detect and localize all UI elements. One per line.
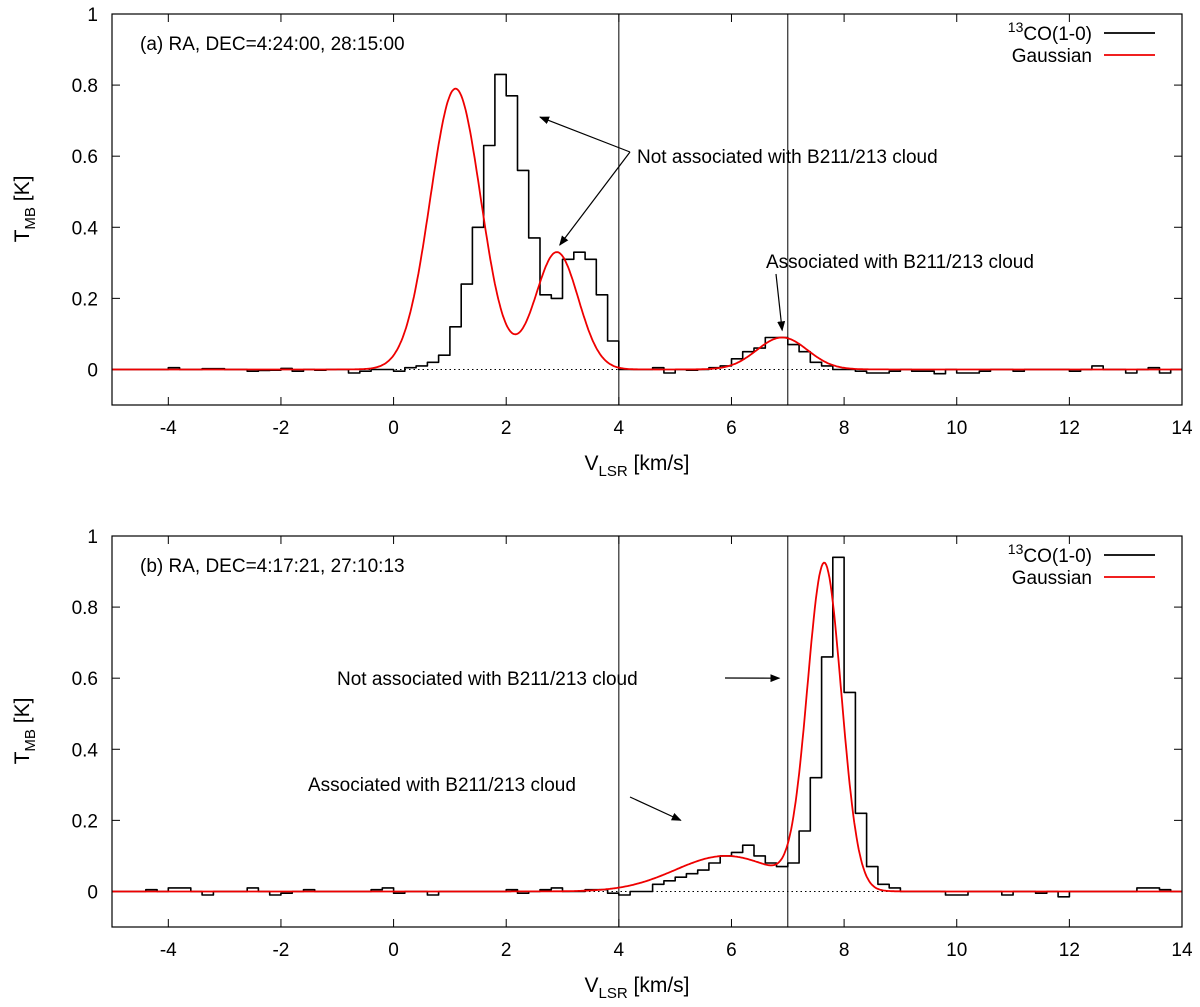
x-axis-title-unit: [km/s] [634,452,690,475]
series-gaussian-fit [112,561,1182,893]
x-tick-label: 0 [388,418,399,439]
x-tick-label: -2 [272,418,289,439]
y-axis-title-sub: MB [22,207,39,230]
y-tick-label: 0.8 [72,76,98,97]
x-tick-label: 4 [614,940,625,961]
annotation-text: Not associated with B211/213 cloud [637,147,938,168]
x-tick-label: 8 [839,940,850,961]
y-tick-label: 0.4 [72,740,99,761]
x-tick-label: 8 [839,418,850,439]
x-axis-title-sub: LSR [598,985,627,1002]
x-axis-title: VLSR [km/s] [584,974,689,1002]
x-tick-label: -4 [160,940,177,961]
y-axis-title: TMB [K] [11,176,39,243]
y-axis-title-unit: [K] [11,176,34,202]
legend-label: 13CO(1-0) [1008,541,1092,567]
y-tick-label: 0.2 [72,289,98,310]
annotation-text: Associated with B211/213 cloud [308,775,576,796]
y-tick-label: 0 [87,882,98,903]
y-tick-label: 1 [87,527,98,548]
y-axis-title-unit: [K] [11,698,34,724]
panel-label: (a) RA, DEC=4:24:00, 28:15:00 [140,34,405,55]
y-axis-title-sub: MB [22,729,39,752]
x-tick-label: 10 [946,418,967,439]
x-axis-title-main: V [584,974,598,997]
y-tick-label: 0.6 [72,669,98,690]
x-tick-label: 0 [388,940,399,961]
annotation-arrow [559,151,631,246]
legend-label: Gaussian [1012,46,1092,67]
x-tick-label: -2 [272,940,289,961]
x-tick-label: 2 [501,418,512,439]
x-tick-label: 12 [1059,418,1080,439]
x-tick-label: 6 [726,418,737,439]
x-tick-label: 2 [501,940,512,961]
panel-label: (b) RA, DEC=4:17:21, 27:10:13 [140,556,405,577]
x-tick-label: 10 [946,940,967,961]
plot-frame [111,13,1183,406]
legend-label: 13CO(1-0) [1008,19,1092,45]
annotation-arrow [775,273,786,332]
legend-label-text: CO(1-0) [1023,546,1092,567]
x-tick-label: -4 [160,418,177,439]
chart-panel-a: -4 -2 0 2 4 6 8 10 12 14 0 0.2 0.4 0.6 0.8 1 (a) RA, DEC… [11,5,1193,480]
annotation-text: Associated with B211/213 cloud [766,252,1034,273]
x-tick-label: 14 [1171,940,1193,961]
y-tick-label: 0.8 [72,598,98,619]
plot-frame [111,535,1183,928]
x-tick-label: 4 [614,418,625,439]
x-tick-label: 6 [726,940,737,961]
series-13co-step [112,73,1182,375]
x-axis-title-sub: LSR [598,463,627,480]
legend-superscript: 13 [1008,19,1024,35]
x-axis-title-unit: [km/s] [634,974,690,997]
y-tick-label: 0.6 [72,147,98,168]
legend-superscript: 13 [1008,541,1024,557]
y-tick-label: 0.4 [72,218,99,239]
legend-label-text: CO(1-0) [1023,24,1092,45]
series-gaussian-fit [112,87,1182,371]
y-tick-label: 0 [87,360,98,381]
series-13co-step [112,556,1182,898]
y-axis-title: TMB [K] [11,698,39,765]
legend-label: Gaussian [1012,568,1092,589]
annotation-text: Not associated with B211/213 cloud [337,669,638,690]
x-tick-label: 14 [1171,418,1193,439]
x-axis-title: VLSR [km/s] [584,452,689,480]
y-axis-title-main: T [11,229,34,242]
y-tick-label: 1 [87,5,98,26]
x-axis-title-main: V [584,452,598,475]
annotation-arrow [539,116,631,153]
annotation-arrow [629,796,682,821]
y-tick-label: 0.2 [72,811,98,832]
x-tick-label: 12 [1059,940,1080,961]
y-axis-title-main: T [11,751,34,764]
chart-panel-b: -4 -2 0 2 4 6 8 10 12 14 0 0.2 0.4 0.6 0.8 1 (b) RA, DEC… [11,527,1193,1002]
